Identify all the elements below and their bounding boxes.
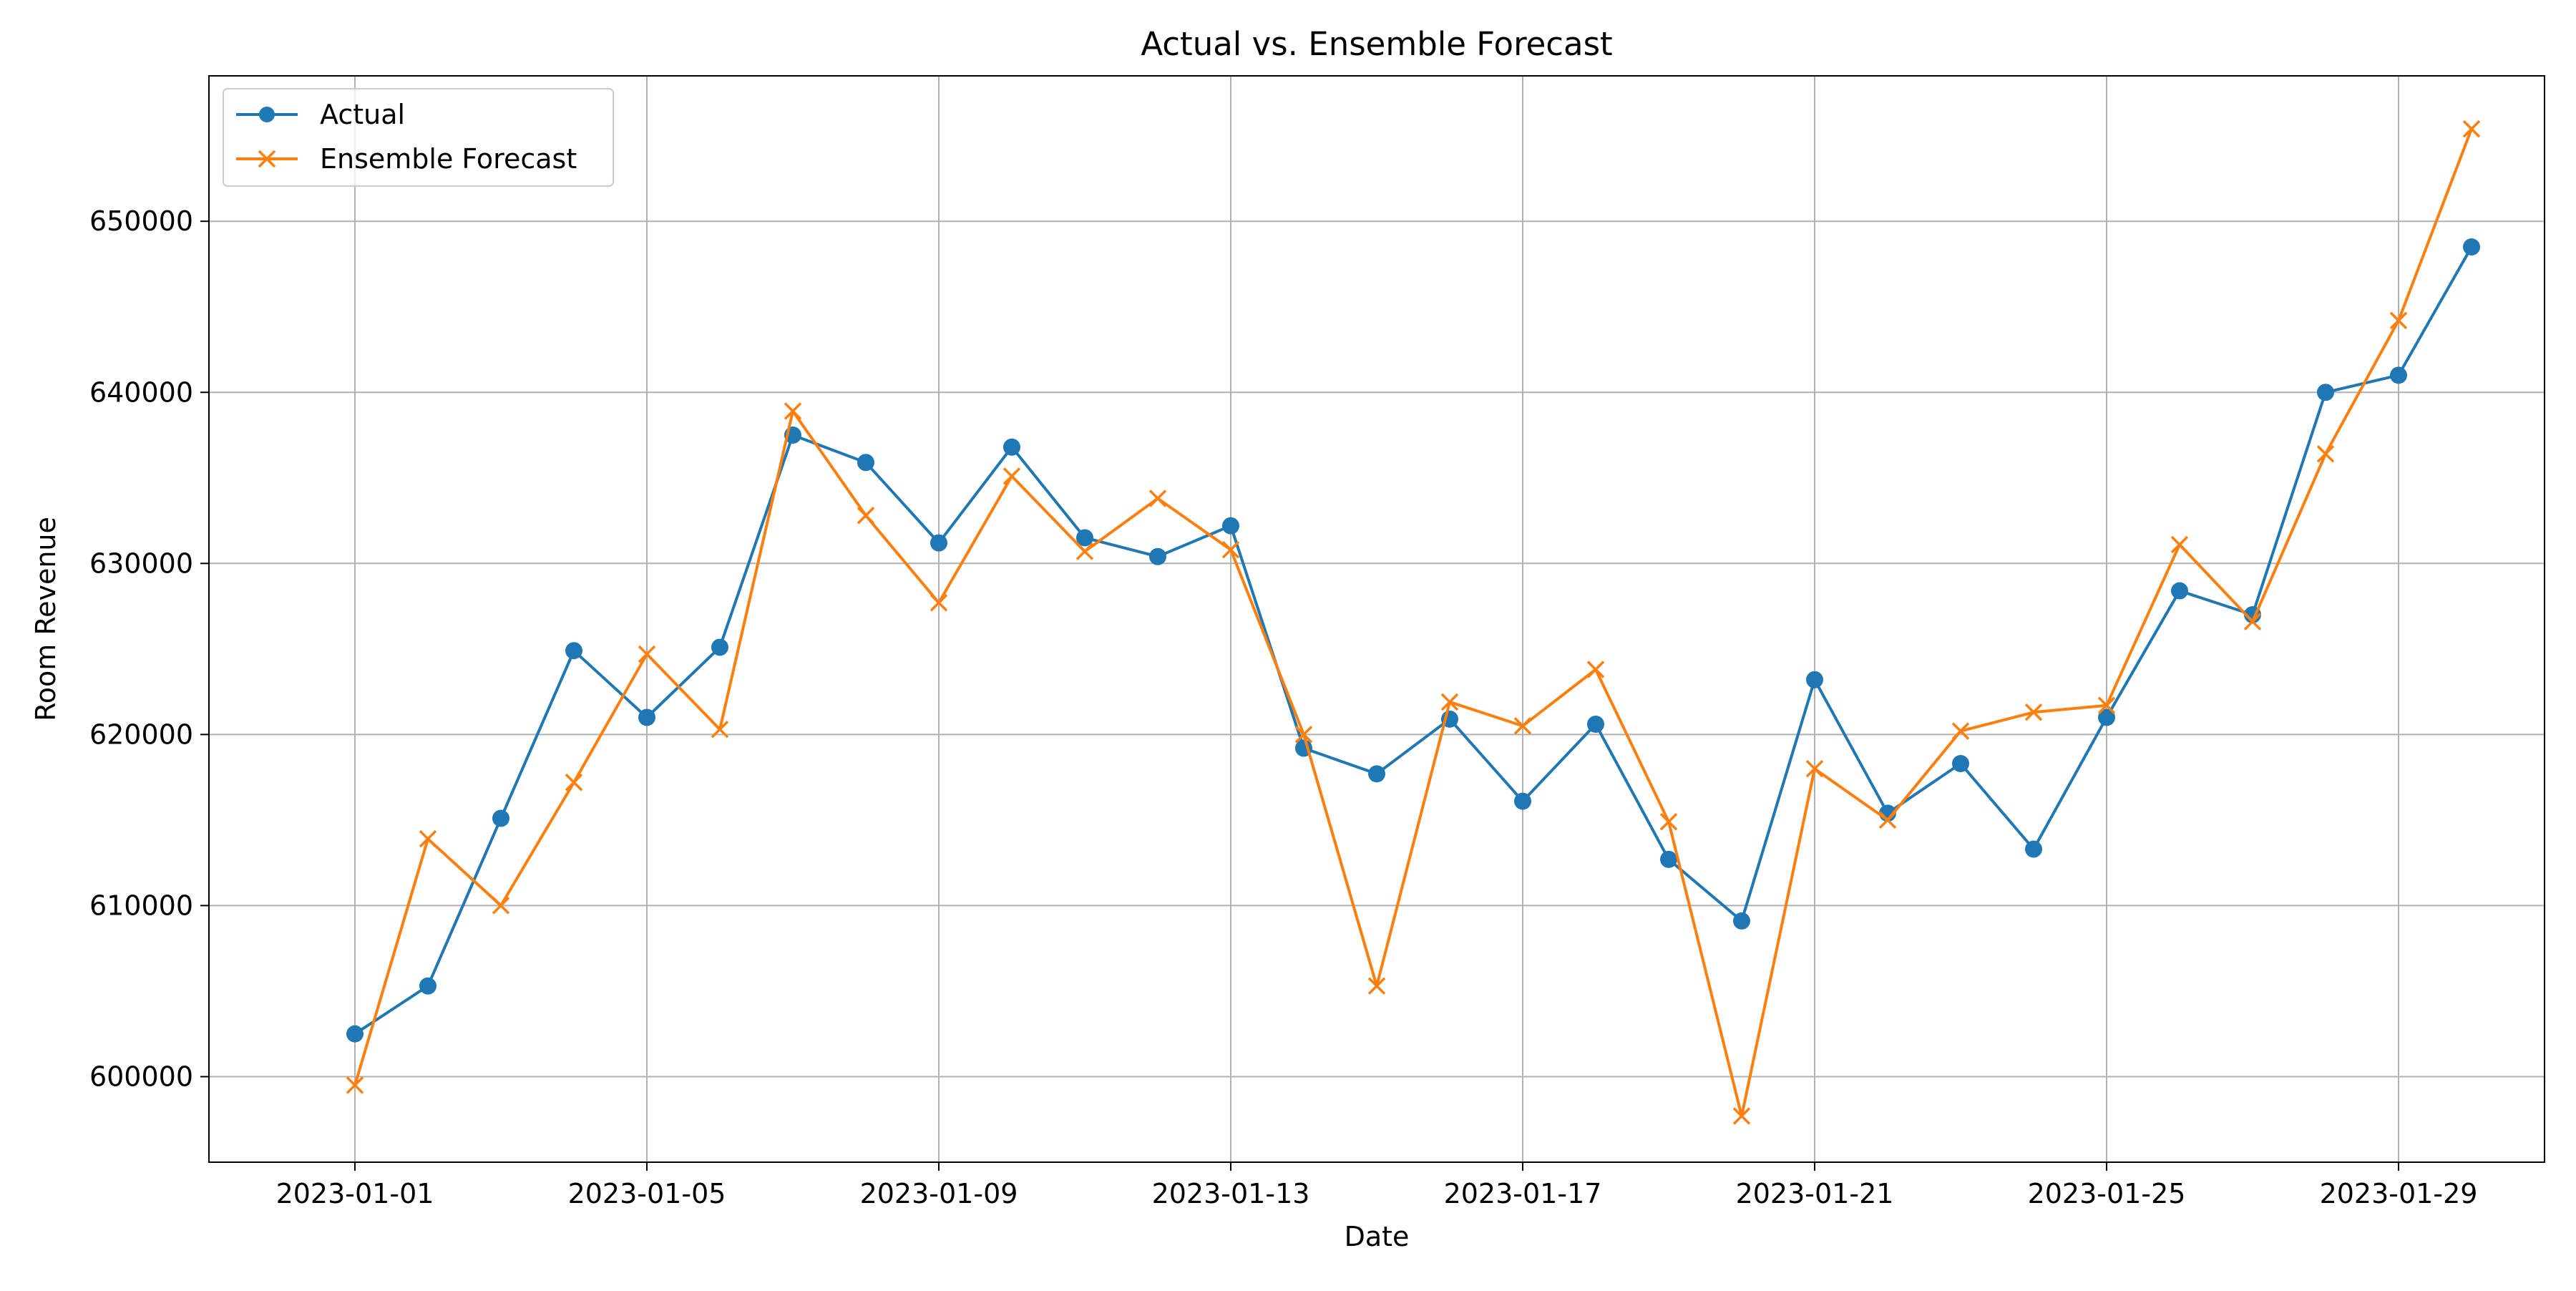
data-point-ensemble-forecast	[1148, 489, 1167, 507]
data-point-actual	[1733, 912, 1750, 930]
data-point-actual	[2171, 582, 2188, 600]
x-tick-label: 2023-01-13	[1152, 1178, 1310, 1209]
x-axis-ticks: 2023-01-01 2023-01-05 2023-01-09 2023-01-13…	[276, 1162, 2478, 1209]
data-point-actual	[2390, 366, 2407, 384]
data-point-actual	[711, 638, 728, 656]
data-point-ensemble-forecast	[1075, 542, 1094, 560]
data-point-ensemble-forecast	[2462, 120, 2481, 138]
data-point-ensemble-forecast	[565, 774, 583, 791]
data-point-ensemble-forecast	[2170, 535, 2189, 554]
data-point-ensemble-forecast	[1002, 467, 1021, 485]
x-tick-label: 2023-01-17	[1444, 1178, 1602, 1209]
legend-box	[223, 88, 614, 187]
data-point-ensemble-forecast	[1951, 722, 1970, 740]
data-point-actual	[492, 809, 509, 827]
data-point-actual	[857, 454, 874, 472]
legend-item-actual: Actual	[236, 99, 405, 130]
data-point-ensemble-forecast	[1586, 661, 1605, 678]
data-point-actual	[930, 534, 947, 552]
data-point-ensemble-forecast	[2389, 311, 2408, 330]
data-point-ensemble-forecast	[1367, 977, 1386, 995]
legend-label-ensemble-forecast: Ensemble Forecast	[320, 143, 577, 175]
data-point-ensemble-forecast	[2024, 703, 2043, 721]
legend-item-ensemble-forecast: Ensemble Forecast	[236, 143, 577, 175]
y-axis-label: Room Revenue	[30, 517, 62, 721]
legend: Actual Ensemble Forecast	[223, 88, 614, 187]
data-point-ensemble-forecast	[638, 645, 656, 663]
data-point-actual	[2463, 238, 2480, 256]
data-point-actual	[565, 642, 582, 660]
data-point-actual	[346, 1025, 364, 1043]
data-point-actual	[1003, 438, 1020, 456]
data-point-ensemble-forecast	[346, 1076, 364, 1094]
data-point-actual	[2098, 708, 2115, 726]
legend-marker-actual	[259, 107, 275, 122]
data-point-actual	[2025, 840, 2042, 858]
chart-title: Actual vs. Ensemble Forecast	[1141, 25, 1612, 63]
data-point-actual	[1587, 716, 1604, 734]
y-tick-label: 650000	[89, 205, 193, 237]
data-point-ensemble-forecast	[930, 594, 948, 612]
data-point-ensemble-forecast	[1732, 1107, 1751, 1125]
data-point-ensemble-forecast	[857, 507, 875, 525]
y-tick-label: 600000	[89, 1061, 193, 1092]
data-point-actual	[1806, 671, 1823, 688]
data-point-ensemble-forecast	[1221, 540, 1240, 559]
data-point-ensemble-forecast	[1440, 693, 1459, 711]
data-point-ensemble-forecast	[1878, 811, 1897, 829]
data-point-ensemble-forecast	[2243, 613, 2262, 630]
plot-frame	[208, 75, 2545, 1163]
data-point-actual	[1952, 755, 1969, 773]
data-point-actual	[1076, 529, 1093, 547]
x-tick-label: 2023-01-01	[276, 1178, 434, 1209]
legend-marker-ensemble-forecast	[258, 150, 276, 168]
data-point-ensemble-forecast	[419, 829, 437, 848]
x-tick-label: 2023-01-05	[568, 1178, 726, 1209]
series-ensemble-forecast	[346, 120, 2481, 1125]
series-line-actual	[353, 246, 2473, 1036]
data-point-actual	[2317, 384, 2334, 401]
y-tick-label: 630000	[89, 547, 193, 579]
data-point-ensemble-forecast	[1513, 717, 1532, 735]
data-point-ensemble-forecast	[2097, 696, 2116, 714]
data-point-actual	[1514, 792, 1531, 810]
grid-lines	[209, 76, 2545, 1162]
x-axis-label: Date	[1345, 1221, 1410, 1252]
x-tick-label: 2023-01-09	[860, 1178, 1018, 1209]
y-tick-label: 610000	[89, 890, 193, 921]
x-tick-label: 2023-01-21	[1736, 1178, 1894, 1209]
data-point-actual	[1368, 765, 1385, 783]
series-actual	[346, 238, 2480, 1043]
data-point-ensemble-forecast	[1659, 813, 1678, 831]
data-point-actual	[638, 708, 655, 726]
data-point-ensemble-forecast	[1294, 726, 1313, 744]
data-point-ensemble-forecast	[2316, 445, 2335, 463]
data-point-actual	[1222, 517, 1239, 535]
data-point-ensemble-forecast	[1805, 759, 1824, 778]
data-point-ensemble-forecast	[711, 720, 729, 739]
series-line-ensemble-forecast	[353, 128, 2473, 1118]
x-tick-label: 2023-01-25	[2028, 1178, 2186, 1209]
data-point-actual	[419, 977, 436, 995]
data-point-actual	[1149, 547, 1166, 565]
y-tick-label: 640000	[89, 376, 193, 408]
legend-label-actual: Actual	[320, 99, 405, 130]
y-axis-ticks: 600000 610000 620000 630000 640000 650000	[89, 205, 209, 1092]
data-point-actual	[1660, 850, 1677, 868]
x-tick-label: 2023-01-29	[2320, 1178, 2478, 1209]
data-point-ensemble-forecast	[492, 897, 510, 915]
y-tick-label: 620000	[89, 718, 193, 750]
data-point-ensemble-forecast	[784, 402, 802, 420]
series-layer	[346, 120, 2481, 1125]
